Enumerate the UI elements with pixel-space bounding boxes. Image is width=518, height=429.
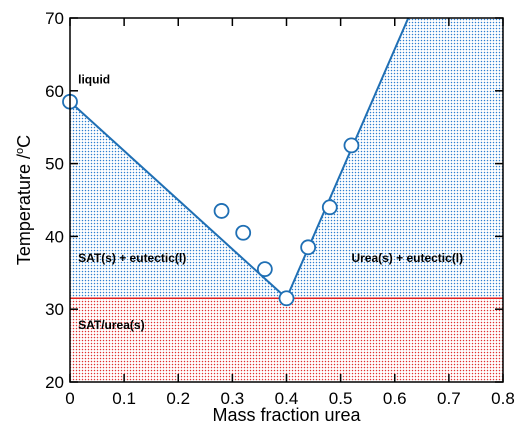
region-annotations: liquid SAT(s) + eutectic(l) Urea(s) + eute… [78,73,463,332]
x-tick-label: 0.6 [383,389,407,408]
left-liquidus-line [70,100,288,300]
data-point [300,239,317,256]
x-tick-label: 0.7 [437,389,461,408]
y-axis-title: Temperature /oC [14,135,34,265]
y-axis-title-superscript: o [14,148,26,154]
x-axis-title: Mass fraction urea [212,405,361,425]
data-point [278,290,295,307]
y-axis-title-main: Temperature / [14,154,34,265]
region-label: SAT/urea(s) [78,318,144,332]
y-tick-label: 50 [45,155,64,174]
x-tick-label: 0.3 [221,389,245,408]
region-label: liquid [78,73,110,87]
y-tick-label: 70 [45,9,64,28]
x-axis-ticks: 0 0.1 0.2 0.3 0.4 0.5 0.6 0.7 0.8 [65,18,515,408]
x-tick-label: 0.1 [112,389,136,408]
x-tick-label: 0.5 [329,389,353,408]
data-point [321,199,338,216]
y-axis-title-unit: C [14,135,34,148]
x-tick-label: 0 [65,389,74,408]
data-point [343,137,360,154]
data-points [62,93,360,307]
data-point [256,261,273,278]
data-point [213,203,230,219]
region-label: SAT(s) + eutectic(l) [78,251,186,265]
x-tick-label: 0.4 [275,389,299,408]
region-label: Urea(s) + eutectic(l) [351,251,463,265]
sat-urea-eutectic-region [70,18,503,299]
y-tick-label: 30 [45,300,64,319]
y-tick-label: 40 [45,227,64,246]
y-axis-ticks: 20 30 40 50 60 70 [45,9,503,392]
sat-urea-solid-region [70,298,503,382]
data-point [235,224,252,241]
x-tick-label: 0.2 [166,389,190,408]
x-tick-label: 0.8 [491,389,515,408]
y-tick-label: 20 [45,373,64,392]
y-tick-label: 60 [45,82,64,101]
